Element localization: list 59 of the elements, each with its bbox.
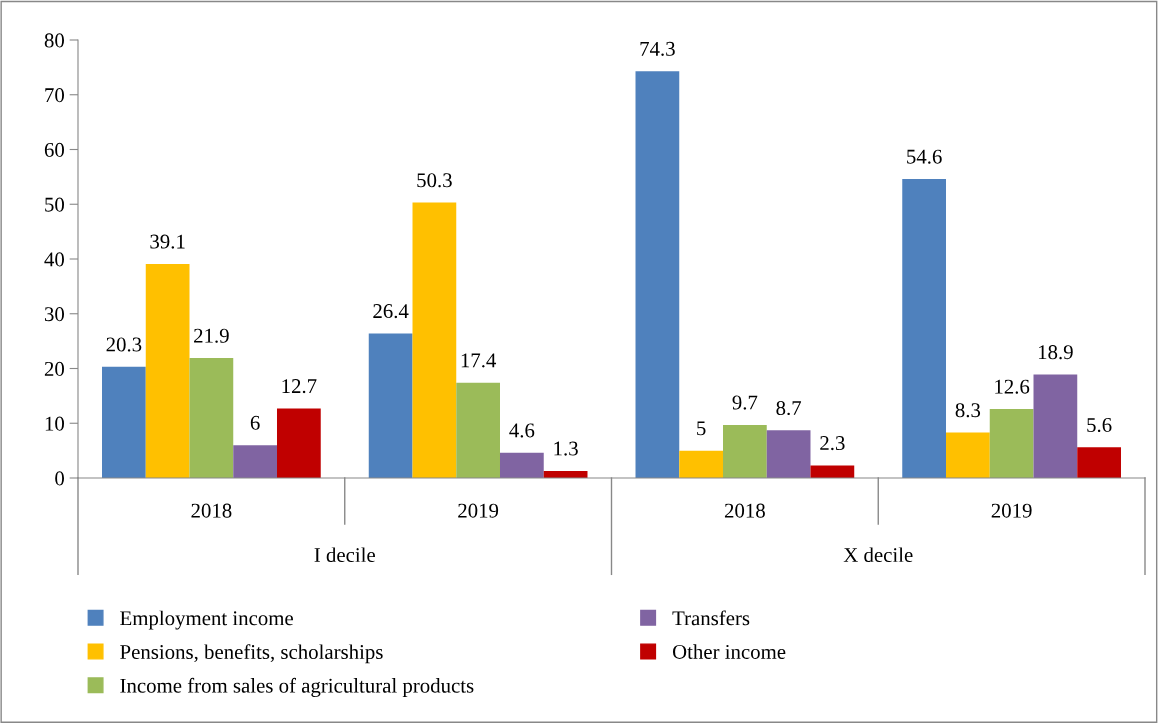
x-tick-label: 2019: [458, 503, 499, 518]
text: X decile: [843, 547, 913, 563]
bar: [456, 382, 500, 478]
bar: [679, 450, 723, 478]
bar: [1077, 447, 1121, 478]
data-label: 39.1: [150, 234, 185, 249]
data-label: 20.3: [106, 337, 142, 352]
y-tick-label: 30: [44, 307, 65, 322]
data-label: 54.6: [907, 149, 942, 164]
data-label: 50.3: [417, 173, 452, 188]
data-label: 4.6: [509, 423, 535, 438]
data-label: 9.7: [732, 395, 758, 410]
data-label: 6: [250, 415, 260, 430]
data-label: 21.9: [194, 328, 229, 343]
y-tick-label: 0: [55, 471, 65, 486]
bar: [277, 408, 321, 478]
bar: [810, 465, 855, 478]
x-tick-label: 2018: [191, 503, 232, 518]
y-tick-label: 10: [45, 416, 65, 431]
data-label: 5.6: [1087, 418, 1112, 433]
bar: [946, 432, 990, 478]
legend-label: Other income: [672, 644, 786, 659]
text: I decile: [314, 547, 375, 563]
data-label: 8.3: [955, 403, 981, 418]
bar: [145, 263, 190, 478]
x-tick-label: 2018: [724, 503, 765, 518]
y-tick-label: 70: [45, 88, 65, 103]
data-label: 26.4: [373, 304, 409, 319]
bar: [233, 445, 277, 478]
bar: [635, 71, 680, 478]
bar: [1033, 374, 1078, 478]
data-label: 17.4: [461, 353, 497, 368]
data-label: 18.9: [1038, 345, 1073, 360]
bar: [902, 179, 946, 478]
bar: [500, 452, 544, 478]
y-tick-label: 50: [45, 197, 65, 212]
bar: [723, 424, 767, 478]
bar: [189, 358, 234, 478]
data-label: 8.7: [776, 400, 802, 416]
bar: [102, 366, 146, 478]
legend-label: Employment income: [120, 610, 293, 630]
bar: [766, 430, 811, 478]
bar: [989, 409, 1034, 478]
y-tick-label: 20: [44, 361, 65, 376]
data-label: 74.3: [640, 41, 675, 56]
data-label: 1.3: [554, 441, 578, 456]
data-label: 12.7: [282, 379, 317, 394]
y-tick-label: 60: [44, 142, 65, 157]
legend-label: Income from sales of agricultural products: [120, 677, 474, 698]
legend-label: Pensions, benefits, scholarships: [120, 644, 383, 664]
x-tick-label: 2019: [991, 503, 1032, 518]
data-label: 12.6: [995, 379, 1030, 394]
legend-label: Transfers: [672, 610, 750, 626]
bar: [368, 333, 413, 478]
data-label: 2.3: [820, 436, 845, 451]
data-label: 5: [697, 421, 706, 436]
y-tick-label: 40: [44, 252, 65, 267]
bar: [412, 202, 457, 478]
y-tick-label: 80: [44, 33, 65, 48]
